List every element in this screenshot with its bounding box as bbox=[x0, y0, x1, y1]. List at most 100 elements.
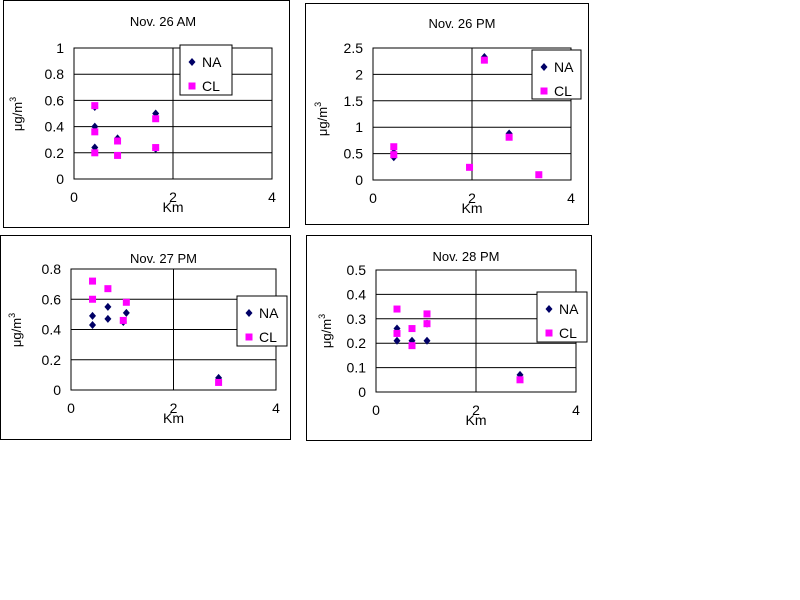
x-axis-label: Km bbox=[466, 412, 487, 428]
x-tick-label: 4 bbox=[572, 402, 580, 418]
y-axis-label: μg/m3 bbox=[7, 313, 24, 347]
data-point-cl bbox=[408, 325, 416, 333]
chart-panel-nov28-pm: Nov. 28 PM 0 0.1 0.2 0.3 0.4 0.5 0 2 4 Km μg/m3 NA CL bbox=[306, 235, 592, 441]
data-point-cl bbox=[89, 295, 97, 303]
y-tick-label: 0.3 bbox=[347, 311, 367, 327]
data-point-cl bbox=[152, 144, 160, 152]
plot-area bbox=[372, 47, 572, 181]
legend-label-cl: CL bbox=[259, 329, 277, 345]
legend-label-na: NA bbox=[554, 59, 574, 75]
chart-title: Nov. 27 PM bbox=[130, 251, 197, 266]
legend-marker-cl bbox=[245, 333, 253, 341]
data-point-cl bbox=[390, 143, 398, 151]
data-point-na bbox=[89, 320, 97, 329]
data-point-cl bbox=[91, 149, 99, 157]
y-tick-label: 2.5 bbox=[344, 40, 364, 56]
y-tick-label: 0 bbox=[56, 171, 64, 187]
legend-label-na: NA bbox=[259, 305, 279, 321]
x-tick-label: 4 bbox=[567, 190, 575, 206]
data-point-na bbox=[104, 314, 112, 323]
chart-panel-nov26-am: Nov. 26 AM 0 0.2 0.4 0.6 0.8 1 0 2 4 Km μg/m3 NA CL bbox=[3, 0, 290, 228]
scatter-chart: Nov. 26 AM 0 0.2 0.4 0.6 0.8 1 0 2 4 Km μg/m3 NA CL bbox=[8, 14, 276, 215]
data-point-cl bbox=[423, 320, 431, 328]
chart-title: Nov. 26 PM bbox=[429, 16, 496, 31]
legend bbox=[536, 291, 588, 343]
data-point-na bbox=[89, 311, 97, 320]
y-tick-label: 0 bbox=[358, 384, 366, 400]
data-point-na bbox=[393, 336, 401, 345]
data-point-na bbox=[122, 308, 130, 317]
data-point-cl bbox=[480, 56, 488, 64]
y-tick-label: 0.6 bbox=[45, 92, 65, 108]
scatter-chart: Nov. 27 PM 0 0.2 0.4 0.6 0.8 0 2 4 Km μg/m3 NA CL bbox=[7, 251, 288, 426]
plot-area bbox=[73, 47, 273, 180]
data-point-cl bbox=[393, 329, 401, 337]
y-tick-label: 1 bbox=[355, 119, 363, 135]
y-tick-label: 0.8 bbox=[42, 261, 62, 277]
y-tick-label: 0.4 bbox=[42, 322, 62, 338]
chart-panel-nov27-pm: Nov. 27 PM 0 0.2 0.4 0.6 0.8 0 2 4 Km μg/m3 NA CL bbox=[0, 235, 291, 440]
chart-title: Nov. 28 PM bbox=[433, 249, 500, 264]
y-tick-label: 0 bbox=[355, 172, 363, 188]
y-tick-label: 0.8 bbox=[45, 66, 65, 82]
legend bbox=[531, 49, 582, 100]
data-point-cl bbox=[122, 298, 130, 306]
x-tick-label: 2 bbox=[169, 189, 177, 205]
y-tick-label: 0.4 bbox=[347, 286, 367, 302]
y-tick-label: 0.5 bbox=[347, 262, 367, 278]
legend-marker-na bbox=[545, 305, 553, 313]
data-point-cl bbox=[408, 342, 416, 350]
data-point-cl bbox=[104, 285, 112, 293]
scatter-chart: Nov. 26 PM 0 0.5 1 1.5 2 2.5 0 2 4 Km μg/m3 NA CL bbox=[313, 16, 582, 216]
y-tick-label: 0.5 bbox=[344, 146, 364, 162]
y-tick-label: 2 bbox=[355, 66, 363, 82]
y-axis-label: μg/m3 bbox=[313, 102, 330, 136]
data-point-cl bbox=[215, 378, 223, 386]
legend-marker-na bbox=[245, 309, 253, 317]
x-tick-label: 0 bbox=[70, 189, 78, 205]
data-point-cl bbox=[89, 277, 97, 285]
y-tick-label: 0 bbox=[53, 382, 61, 398]
legend-marker-na bbox=[540, 63, 548, 71]
y-tick-label: 0.1 bbox=[347, 360, 367, 376]
data-point-cl bbox=[423, 310, 431, 318]
legend-label-cl: CL bbox=[554, 83, 572, 99]
y-tick-label: 1.5 bbox=[344, 93, 364, 109]
chart-panel-nov26-pm: Nov. 26 PM 0 0.5 1 1.5 2 2.5 0 2 4 Km μg/m3 NA CL bbox=[305, 3, 589, 225]
legend-marker-na bbox=[188, 58, 196, 66]
data-point-cl bbox=[91, 102, 99, 110]
data-point-cl bbox=[390, 151, 398, 159]
data-point-na bbox=[408, 336, 416, 345]
x-tick-label: 0 bbox=[372, 402, 380, 418]
x-tick-label: 0 bbox=[369, 190, 377, 206]
data-point-cl bbox=[119, 316, 127, 324]
y-axis-label: μg/m3 bbox=[317, 314, 334, 348]
y-axis-label: μg/m3 bbox=[8, 97, 25, 131]
legend-marker-cl bbox=[545, 329, 553, 337]
chart-title: Nov. 26 AM bbox=[130, 14, 196, 29]
y-tick-label: 0.6 bbox=[42, 291, 62, 307]
x-tick-label: 2 bbox=[170, 400, 178, 416]
data-point-cl bbox=[535, 171, 543, 179]
x-tick-label: 2 bbox=[468, 190, 476, 206]
y-tick-label: 1 bbox=[56, 40, 64, 56]
data-point-cl bbox=[114, 137, 122, 145]
x-tick-label: 2 bbox=[472, 402, 480, 418]
x-axis-label: Km bbox=[462, 200, 483, 216]
legend-label-cl: CL bbox=[559, 325, 577, 341]
legend-label-na: NA bbox=[559, 301, 579, 317]
y-tick-label: 0.2 bbox=[42, 352, 62, 368]
data-point-cl bbox=[505, 133, 513, 141]
data-point-cl bbox=[152, 115, 160, 123]
x-tick-label: 4 bbox=[272, 400, 280, 416]
y-tick-label: 0.2 bbox=[347, 335, 367, 351]
x-tick-label: 0 bbox=[67, 400, 75, 416]
legend-label-na: NA bbox=[202, 54, 222, 70]
y-tick-label: 0.2 bbox=[45, 145, 65, 161]
data-point-cl bbox=[114, 151, 122, 159]
legend-marker-cl bbox=[540, 87, 548, 95]
data-point-cl bbox=[466, 163, 474, 171]
data-point-na bbox=[91, 122, 99, 131]
scatter-chart: Nov. 28 PM 0 0.1 0.2 0.3 0.4 0.5 0 2 4 Km μg/m3 NA CL bbox=[317, 249, 588, 428]
x-axis-label: Km bbox=[163, 199, 184, 215]
